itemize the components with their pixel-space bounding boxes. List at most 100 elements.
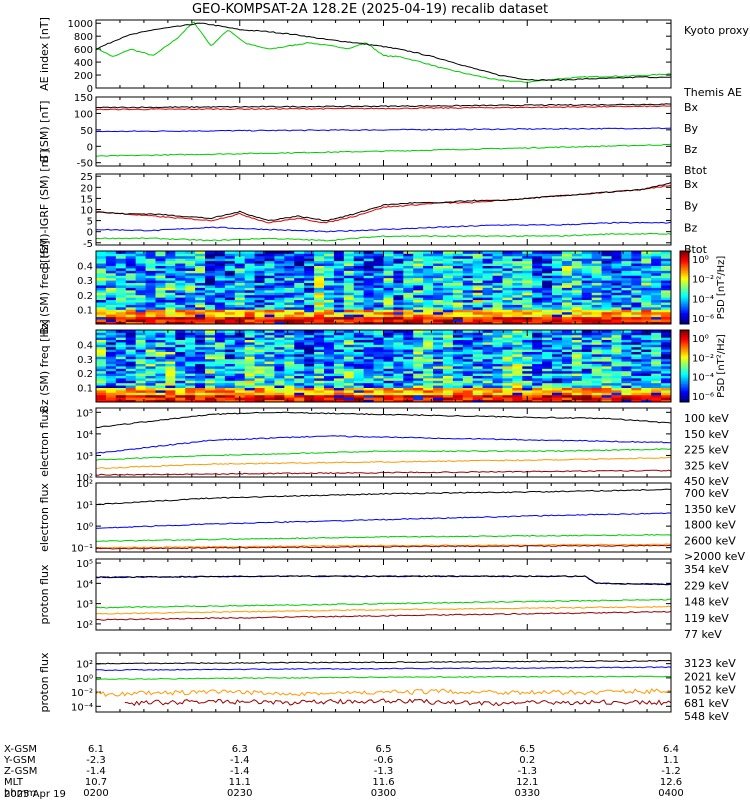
- psd-cell: [254, 363, 265, 367]
- psd-cell: [214, 334, 226, 338]
- psd-cell: [621, 351, 632, 355]
- psd-cell: [641, 289, 652, 293]
- psd-cell: [224, 275, 236, 279]
- psd-cell: [145, 285, 156, 288]
- psd-cell: [393, 363, 404, 367]
- psd-cell: [502, 260, 513, 264]
- psd-cell: [581, 344, 593, 348]
- psd-cell: [651, 378, 662, 381]
- psd-cell: [651, 294, 662, 298]
- psd-cell: [284, 394, 295, 398]
- psd-cell: [294, 292, 305, 296]
- psd-cell: [532, 253, 543, 257]
- psd-cell: [353, 358, 365, 362]
- psd-cell: [155, 263, 166, 266]
- psd-cell: [601, 251, 612, 254]
- psd-cell: [125, 314, 137, 318]
- psd-cell: [294, 334, 305, 338]
- psd-cell: [661, 263, 672, 266]
- psd-cell: [324, 319, 335, 322]
- psd-cell: [552, 330, 563, 333]
- psd-cell: [661, 299, 672, 303]
- psd-cell: [165, 385, 176, 388]
- psd-cell: [175, 265, 186, 269]
- psd-cell: [224, 292, 236, 296]
- psd-cell: [631, 258, 642, 262]
- psd-cell: [145, 330, 156, 333]
- psd-cell: [244, 361, 256, 364]
- psd-cell: [413, 270, 424, 274]
- psd-cell: [383, 316, 394, 320]
- psd-cell: [115, 346, 127, 350]
- psd-cell: [105, 390, 117, 393]
- psd-cell: [274, 304, 285, 308]
- psd-cell: [532, 378, 543, 381]
- psd-cell: [304, 399, 315, 403]
- psd-cell: [115, 368, 127, 372]
- psd-cell: [254, 294, 265, 298]
- psd-cell: [532, 363, 543, 367]
- psd-cell: [314, 260, 325, 264]
- colorbar-cell: [680, 280, 689, 283]
- psd-cell: [224, 330, 236, 333]
- psd-cell: [373, 306, 384, 310]
- psd-cell: [224, 382, 236, 386]
- psd-cell: [284, 380, 295, 384]
- psd-cell: [115, 380, 127, 384]
- psd-cell: [581, 380, 593, 384]
- psd-cell: [244, 339, 256, 343]
- psd-cell: [552, 363, 563, 367]
- psd-cell: [363, 265, 374, 269]
- psd-cell: [591, 378, 603, 381]
- psd-cell: [214, 299, 226, 303]
- psd-cell: [472, 292, 484, 296]
- psd-cell: [274, 385, 285, 388]
- psd-cell: [561, 397, 573, 400]
- psd-cell: [571, 263, 583, 266]
- psd-cell: [611, 311, 622, 315]
- colorbar-cell: [680, 307, 689, 310]
- psd-cell: [433, 316, 444, 320]
- psd-cell: [125, 342, 137, 345]
- psd-cell: [403, 292, 414, 296]
- psd-cell: [96, 394, 107, 398]
- psd-cell: [482, 399, 493, 403]
- psd-cell: [522, 358, 533, 362]
- colorbar-cell: [680, 330, 689, 333]
- psd-cell: [532, 287, 543, 291]
- psd-cell: [314, 392, 325, 396]
- psd-cell: [333, 330, 345, 333]
- series-line-700-kev: [95, 488, 672, 506]
- colorbar-cell: [680, 344, 689, 347]
- psd-cell: [115, 397, 127, 400]
- psd-cell: [224, 255, 236, 259]
- psd-cell: [324, 316, 335, 320]
- psd-cell: [145, 292, 156, 296]
- psd-cell: [532, 275, 543, 279]
- psd-cell: [254, 344, 265, 348]
- psd-cell: [353, 260, 365, 264]
- psd-cell: [274, 282, 285, 286]
- psd-cell: [542, 319, 553, 322]
- psd-cell: [244, 268, 256, 271]
- psd-cell: [591, 385, 603, 388]
- psd-cell: [462, 316, 474, 320]
- psd-cell: [155, 342, 166, 345]
- psd-cell: [284, 282, 295, 286]
- psd-cell: [294, 302, 305, 305]
- psd-cell: [115, 373, 127, 376]
- psd-cell: [651, 275, 662, 279]
- psd-cell: [661, 373, 672, 376]
- psd-cell: [304, 380, 315, 384]
- psd-cell: [542, 289, 553, 293]
- psd-cell: [284, 311, 295, 315]
- colorbar-cell: [680, 331, 689, 335]
- psd-cell: [373, 311, 384, 315]
- psd-cell: [224, 282, 236, 286]
- psd-cell: [314, 334, 325, 338]
- psd-cell: [542, 330, 553, 333]
- psd-cell: [452, 373, 464, 376]
- psd-cell: [502, 397, 513, 400]
- psd-cell: [641, 349, 652, 352]
- psd-cell: [284, 314, 295, 318]
